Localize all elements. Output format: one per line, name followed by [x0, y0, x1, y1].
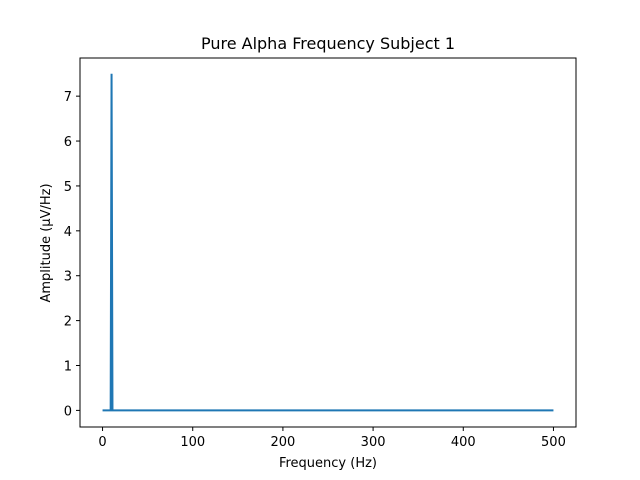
y-tick-label: 1 [64, 360, 72, 375]
x-tick-label: 300 [361, 435, 386, 450]
x-tick-label: 400 [451, 435, 476, 450]
series-line-1 [102, 73, 554, 412]
y-axis-label: Amplitude (μV/Hz) [39, 183, 54, 302]
y-tick-label: 7 [64, 90, 72, 105]
y-axis: 0 1 2 3 4 5 6 7 [64, 90, 80, 419]
y-tick-label: 5 [64, 180, 72, 195]
x-tick-label: 100 [180, 435, 205, 450]
axes-frame [79, 57, 577, 428]
y-tick-label: 2 [64, 315, 72, 330]
x-tick-label: 500 [541, 435, 566, 450]
x-axis-label: Frequency (Hz) [279, 456, 377, 471]
y-tick-label: 6 [64, 135, 72, 150]
chart-title: Pure Alpha Frequency Subject 1 [201, 34, 455, 53]
plot-area [102, 73, 554, 412]
y-tick-label: 3 [64, 270, 72, 285]
y-tick-label: 0 [64, 404, 72, 419]
x-axis: 0 100 200 300 400 500 [98, 427, 566, 450]
x-tick-label: 0 [98, 435, 106, 450]
x-tick-label: 200 [270, 435, 295, 450]
y-tick-label: 4 [64, 225, 72, 240]
